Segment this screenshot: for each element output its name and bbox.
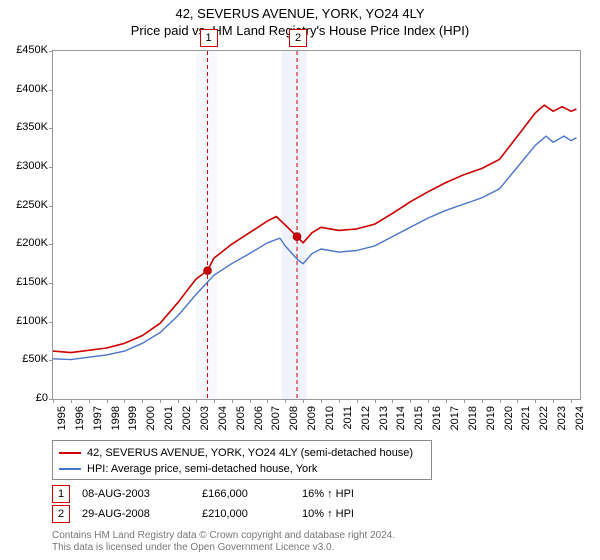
x-axis-label: 2022 [538, 406, 550, 430]
x-axis-label: 2005 [235, 406, 247, 430]
x-axis-label: 2015 [413, 406, 425, 430]
y-axis-label: £450K [16, 44, 48, 56]
legend-item: 42, SEVERUS AVENUE, YORK, YO24 4LY (semi… [59, 445, 425, 461]
chart-plot-area: 12 [52, 50, 581, 400]
y-axis-label: £400K [16, 83, 48, 95]
legend-swatch [59, 452, 81, 454]
sale-row: 2 29-AUG-2008£210,00010% ↑ HPI [52, 504, 402, 524]
y-axis-label: £200K [16, 237, 48, 249]
sale-date: 08-AUG-2003 [82, 488, 202, 500]
legend-label: 42, SEVERUS AVENUE, YORK, YO24 4LY (semi… [87, 447, 413, 459]
sale-marker-icon: 2 [52, 505, 70, 523]
legend-label: HPI: Average price, semi-detached house,… [87, 463, 317, 475]
sales-table: 1 08-AUG-2003£166,00016% ↑ HPI 2 29-AUG-200… [52, 484, 402, 524]
x-axis-label: 2003 [199, 406, 211, 430]
x-axis-label: 2000 [145, 406, 157, 430]
x-axis-label: 2017 [449, 406, 461, 430]
sale-hpi-delta: 10% ↑ HPI [302, 508, 402, 520]
x-axis-label: 2009 [306, 406, 318, 430]
x-axis-label: 2008 [288, 406, 300, 430]
x-axis-label: 2013 [378, 406, 390, 430]
sale-price: £166,000 [202, 488, 302, 500]
sale-hpi-delta: 16% ↑ HPI [302, 488, 402, 500]
x-axis-label: 2006 [253, 406, 265, 430]
y-axis-label: £0 [36, 392, 48, 404]
x-axis-label: 2020 [503, 406, 515, 430]
x-axis-label: 2011 [342, 406, 354, 430]
x-axis-label: 2004 [217, 406, 229, 430]
sale-marker-icon: 1 [52, 485, 70, 503]
x-axis-label: 2002 [181, 406, 193, 430]
x-axis-label: 2021 [520, 406, 532, 430]
sale-row: 1 08-AUG-2003£166,00016% ↑ HPI [52, 484, 402, 504]
y-axis-label: £350K [16, 121, 48, 133]
footnote-line-1: Contains HM Land Registry data © Crown c… [52, 530, 395, 542]
y-axis-label: £50K [22, 353, 48, 365]
x-axis-label: 1997 [92, 406, 104, 430]
x-axis-label: 2012 [360, 406, 372, 430]
x-axis-label: 2019 [485, 406, 497, 430]
footnote: Contains HM Land Registry data © Crown c… [52, 530, 395, 554]
y-axis-label: £150K [16, 276, 48, 288]
legend-swatch [59, 468, 81, 470]
y-axis-label: £300K [16, 160, 48, 172]
x-axis-label: 2018 [467, 406, 479, 430]
x-axis-label: 1995 [56, 406, 68, 430]
x-axis-label: 2007 [270, 406, 282, 430]
sale-date: 29-AUG-2008 [82, 508, 202, 520]
legend-item: HPI: Average price, semi-detached house,… [59, 461, 425, 477]
sale-price: £210,000 [202, 508, 302, 520]
x-axis-label: 2010 [324, 406, 336, 430]
x-axis-label: 1996 [74, 406, 86, 430]
sale-vline-label: 2 [289, 29, 307, 47]
x-axis-label: 1999 [127, 406, 139, 430]
address-title: 42, SEVERUS AVENUE, YORK, YO24 4LY [0, 6, 600, 21]
x-axis-label: 2024 [574, 406, 586, 430]
y-axis-label: £100K [16, 315, 48, 327]
y-axis-label: £250K [16, 199, 48, 211]
footnote-line-2: This data is licensed under the Open Gov… [52, 542, 395, 554]
legend: 42, SEVERUS AVENUE, YORK, YO24 4LY (semi… [52, 440, 432, 480]
x-axis-label: 2016 [431, 406, 443, 430]
x-axis-label: 2001 [163, 406, 175, 430]
x-axis-label: 1998 [110, 406, 122, 430]
sale-vline-label: 1 [200, 29, 218, 47]
x-axis-label: 2014 [395, 406, 407, 430]
x-axis-label: 2023 [556, 406, 568, 430]
